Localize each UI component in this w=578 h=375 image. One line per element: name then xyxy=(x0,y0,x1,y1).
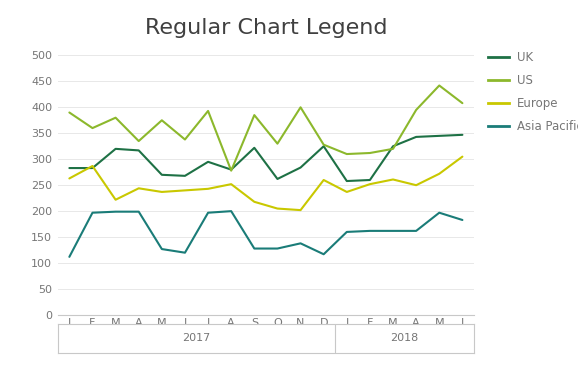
Europe xyxy=(366,182,373,186)
Europe xyxy=(343,190,350,194)
Asia Pacific xyxy=(135,209,142,214)
UK xyxy=(459,133,466,137)
Asia Pacific xyxy=(436,210,443,215)
Asia Pacific xyxy=(228,209,235,213)
Asia Pacific xyxy=(413,229,420,233)
Europe xyxy=(228,182,235,186)
US xyxy=(251,113,258,117)
US xyxy=(436,83,443,88)
UK xyxy=(343,179,350,183)
UK xyxy=(274,177,281,181)
Text: 2017: 2017 xyxy=(183,333,210,344)
Europe xyxy=(436,171,443,176)
Asia Pacific xyxy=(66,255,73,259)
Asia Pacific xyxy=(366,229,373,233)
US xyxy=(89,126,96,130)
Asia Pacific xyxy=(205,210,212,215)
US xyxy=(66,110,73,115)
Legend: UK, US, Europe, Asia Pacific: UK, US, Europe, Asia Pacific xyxy=(488,51,578,133)
UK xyxy=(320,144,327,148)
UK xyxy=(436,134,443,138)
Asia Pacific xyxy=(390,229,397,233)
UK xyxy=(66,166,73,170)
US xyxy=(228,168,235,173)
US xyxy=(390,147,397,151)
UK xyxy=(89,166,96,170)
Asia Pacific xyxy=(181,251,188,255)
UK xyxy=(205,160,212,164)
Asia Pacific xyxy=(112,209,119,214)
Europe xyxy=(66,176,73,181)
Line: UK: UK xyxy=(69,135,462,181)
Europe xyxy=(459,154,466,159)
Europe xyxy=(135,186,142,190)
Asia Pacific xyxy=(158,247,165,251)
Europe xyxy=(320,178,327,182)
US xyxy=(366,151,373,155)
Europe xyxy=(297,208,304,212)
UK xyxy=(135,148,142,153)
Europe xyxy=(181,188,188,193)
US xyxy=(158,118,165,123)
US xyxy=(112,116,119,120)
Europe xyxy=(205,187,212,191)
Asia Pacific xyxy=(320,252,327,257)
US xyxy=(459,101,466,105)
Text: 2018: 2018 xyxy=(391,333,418,344)
Asia Pacific xyxy=(297,241,304,246)
US xyxy=(135,139,142,143)
UK xyxy=(228,167,235,172)
US xyxy=(274,141,281,146)
Europe xyxy=(89,164,96,168)
Europe xyxy=(251,200,258,204)
Asia Pacific xyxy=(89,210,96,215)
US xyxy=(343,152,350,156)
Europe xyxy=(158,190,165,194)
UK xyxy=(112,147,119,151)
Europe xyxy=(413,183,420,188)
Title: Regular Chart Legend: Regular Chart Legend xyxy=(144,18,387,38)
UK xyxy=(297,165,304,170)
US xyxy=(320,142,327,147)
UK xyxy=(390,144,397,148)
US xyxy=(297,105,304,110)
US xyxy=(205,109,212,113)
UK xyxy=(413,135,420,139)
UK xyxy=(158,172,165,177)
US xyxy=(181,137,188,142)
Europe xyxy=(274,206,281,211)
Asia Pacific xyxy=(343,230,350,234)
Europe xyxy=(390,177,397,182)
Line: Europe: Europe xyxy=(69,157,462,210)
UK xyxy=(251,146,258,150)
US xyxy=(413,108,420,112)
Asia Pacific xyxy=(459,218,466,222)
Line: US: US xyxy=(69,86,462,171)
Asia Pacific xyxy=(251,246,258,251)
Asia Pacific xyxy=(274,246,281,251)
UK xyxy=(181,174,188,178)
Europe xyxy=(112,198,119,202)
Line: Asia Pacific: Asia Pacific xyxy=(69,211,462,257)
UK xyxy=(366,178,373,182)
